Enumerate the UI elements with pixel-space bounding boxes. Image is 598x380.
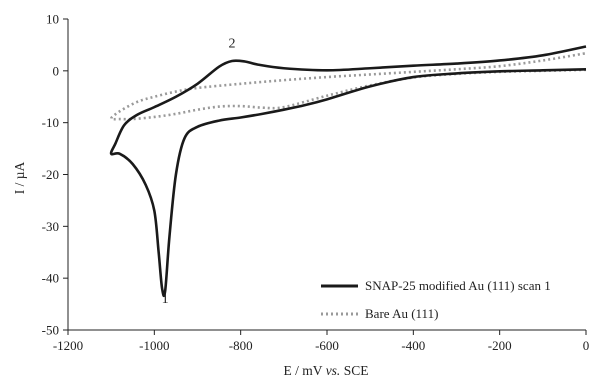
x-tick-label: -800 bbox=[229, 338, 253, 353]
y-tick-label: -40 bbox=[42, 271, 59, 286]
peak-annotation-2: 2 bbox=[229, 37, 236, 52]
x-tick-label: -1000 bbox=[139, 338, 169, 353]
y-tick-label: -10 bbox=[42, 115, 59, 130]
annotation-layer: 12 bbox=[162, 37, 236, 308]
y-tick-label: 0 bbox=[53, 63, 60, 78]
legend-label-bare-au: Bare Au (111) bbox=[365, 306, 438, 321]
y-tick-label: -50 bbox=[42, 323, 59, 338]
y-axis-label: I / µA bbox=[12, 161, 27, 194]
ticks-layer: -1200 -1000 -800 -600 -400 -200 0 10 0 -10 -20 -30 -… bbox=[42, 12, 590, 354]
x-axis-label-suffix: SCE bbox=[340, 363, 368, 378]
y-tick-label: 10 bbox=[46, 12, 59, 27]
x-tick-label: -200 bbox=[488, 338, 512, 353]
legend: SNAP-25 modified Au (111) scan 1 Bare Au… bbox=[321, 278, 551, 321]
series-line-bare-au bbox=[109, 51, 587, 121]
y-tick-label: -20 bbox=[42, 167, 59, 182]
y-tick-label: -30 bbox=[42, 219, 59, 234]
x-axis-label: E / mV vs. SCE bbox=[284, 363, 369, 378]
x-tick-label: -600 bbox=[315, 338, 339, 353]
series-layer bbox=[109, 45, 587, 298]
x-tick-label: -1200 bbox=[53, 338, 83, 353]
x-tick-label: 0 bbox=[583, 338, 590, 353]
series-line-snap25 bbox=[109, 45, 587, 298]
x-axis-label-prefix: E / mV bbox=[284, 363, 326, 378]
legend-label-snap25: SNAP-25 modified Au (111) scan 1 bbox=[365, 278, 551, 293]
peak-annotation-1: 1 bbox=[162, 292, 169, 307]
x-tick-label: -400 bbox=[401, 338, 425, 353]
x-axis-label-italic: vs. bbox=[326, 363, 341, 378]
